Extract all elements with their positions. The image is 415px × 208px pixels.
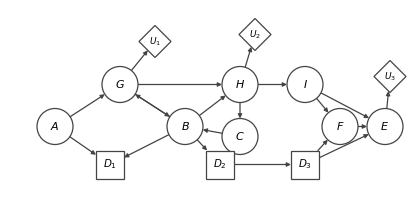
Circle shape xyxy=(322,109,358,145)
Text: $D_3$: $D_3$ xyxy=(298,158,312,171)
Bar xyxy=(96,151,124,178)
Bar xyxy=(206,151,234,178)
Text: $U_1$: $U_1$ xyxy=(149,35,161,48)
Text: $E$: $E$ xyxy=(381,120,390,132)
Polygon shape xyxy=(139,26,171,57)
Text: $I$: $I$ xyxy=(303,78,308,90)
Polygon shape xyxy=(239,19,271,51)
Text: $A$: $A$ xyxy=(50,120,60,132)
Text: $H$: $H$ xyxy=(235,78,245,90)
Text: $G$: $G$ xyxy=(115,78,125,90)
Text: $U_2$: $U_2$ xyxy=(249,28,261,41)
Bar xyxy=(291,151,319,178)
Text: $C$: $C$ xyxy=(235,130,245,142)
Text: $B$: $B$ xyxy=(181,120,190,132)
Circle shape xyxy=(367,109,403,145)
Circle shape xyxy=(102,67,138,103)
Text: $U_3$: $U_3$ xyxy=(384,70,396,83)
Text: $D_2$: $D_2$ xyxy=(213,158,227,171)
Circle shape xyxy=(287,67,323,103)
Text: $D_1$: $D_1$ xyxy=(103,158,117,171)
Polygon shape xyxy=(374,61,406,93)
Text: $F$: $F$ xyxy=(336,120,344,132)
Circle shape xyxy=(37,109,73,145)
Circle shape xyxy=(222,67,258,103)
Circle shape xyxy=(167,109,203,145)
Circle shape xyxy=(222,119,258,155)
